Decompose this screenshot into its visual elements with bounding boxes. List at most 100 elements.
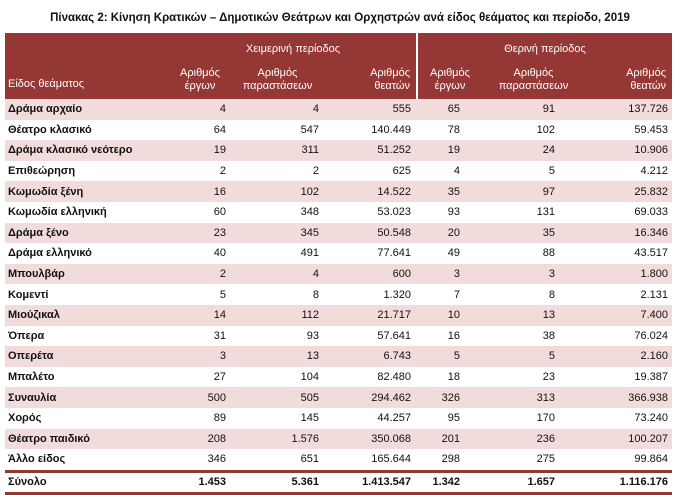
cell-value: 19 — [417, 140, 482, 161]
cell-value: 51.252 — [325, 140, 417, 161]
table-row: Δράμα κλασικό νεότερο 19 311 51.252 19 24 10.9… — [5, 140, 672, 161]
cell-value: 1.657 — [482, 469, 585, 495]
cell-value: 491 — [300, 247, 319, 260]
cell-value: 505 — [230, 387, 325, 408]
cell-value: 82.480 — [377, 371, 411, 384]
column-header-line: έργων — [184, 80, 216, 92]
column-header-line: θεατών — [374, 80, 410, 92]
cell-value: 5.361 — [230, 469, 325, 495]
header-group-winter: Χειμερινή περίοδος — [170, 33, 417, 62]
cell-value: 18 — [447, 371, 460, 384]
cell-value: 350.068 — [325, 428, 417, 450]
cell-value: 8 — [312, 288, 319, 301]
column-header: Αριθμός θεατών — [585, 62, 672, 99]
cell-value: 77.641 — [377, 247, 411, 260]
column-header-line: Αριθμός — [626, 67, 666, 79]
cell-value: 16 — [170, 181, 230, 202]
table-row: Μπουλβάρ 2 4 600 3 3 1.800 — [5, 263, 672, 285]
cell-value: 102 — [230, 181, 325, 202]
cell-value: 43.517 — [634, 247, 668, 260]
cell-value: 91 — [482, 99, 585, 120]
row-label: Σύνολο — [5, 469, 170, 495]
cell-value: 4 — [453, 165, 460, 178]
row-label: Δράμα κλασικό νεότερο — [5, 140, 170, 161]
row-label: Συναυλία — [5, 387, 170, 408]
cell-value: 49 — [447, 247, 460, 260]
column-header: Αριθμός παραστάσεων — [230, 62, 325, 99]
cell-value: 16 — [447, 329, 460, 342]
row-label: Δράμα αρχαίο — [5, 99, 170, 120]
cell-value: 20 — [417, 222, 482, 244]
cell-value: 2 — [170, 263, 230, 285]
cell-value: 600 — [325, 263, 417, 285]
table-row: Σύνολο 1.453 5.361 1.413.547 1.342 1.657 1.116… — [5, 469, 672, 495]
cell-value: 625 — [392, 165, 411, 178]
table-row: Όπερα 31 93 57.641 16 38 76.024 — [5, 326, 672, 347]
cell-value: 275 — [536, 453, 555, 466]
cell-value: 23 — [542, 371, 555, 384]
cell-value: 1.800 — [585, 263, 672, 285]
table-row: Μπαλέτο 27 104 82.480 18 23 19.387 — [5, 367, 672, 388]
cell-value: 7.400 — [585, 304, 672, 326]
cell-value: 4.212 — [640, 165, 668, 178]
cell-value: 5 — [219, 288, 226, 301]
cell-value: 165.644 — [371, 453, 411, 466]
cell-value: 57.641 — [377, 329, 411, 342]
cell-value: 5 — [417, 346, 482, 367]
cell-value: 313 — [482, 387, 585, 408]
row-label: Οπερέτα — [5, 346, 170, 367]
cell-value: 65 — [417, 99, 482, 120]
column-header-line: Αριθμός — [513, 67, 554, 79]
cell-value: 298 — [441, 453, 460, 466]
table-title: Πίνακας 2: Κίνηση Κρατικών – Δημοτικών Θ… — [50, 12, 630, 24]
row-label: Θέατρο κλασικό — [8, 123, 92, 136]
column-header: Αριθμός παραστάσεων — [482, 62, 585, 99]
cell-value: 10 — [417, 304, 482, 326]
cell-value: 1.342 — [417, 469, 482, 495]
column-header-line: Αριθμός — [180, 67, 220, 79]
cell-value: 112 — [230, 304, 325, 326]
cell-value: 16.346 — [585, 222, 672, 244]
cell-value: 346 — [207, 453, 226, 466]
cell-value: 236 — [482, 428, 585, 450]
table-row: Συναυλία 500 505 294.462 326 313 366.938 — [5, 387, 672, 408]
cell-value: 500 — [170, 387, 230, 408]
cell-value: 2.131 — [640, 288, 668, 301]
cell-value: 4 — [230, 99, 325, 120]
cell-value: 131 — [536, 206, 555, 219]
table-row: Κομεντί 5 8 1.320 7 8 2.131 — [5, 284, 672, 305]
column-header-line: Αριθμός — [430, 67, 470, 79]
row-label: Χορός — [8, 412, 42, 425]
cell-value: 3 — [482, 263, 585, 285]
cell-value: 59.453 — [634, 123, 668, 136]
cell-value: 3 — [170, 346, 230, 367]
cell-value: 140.449 — [371, 123, 411, 136]
cell-value: 1.576 — [230, 428, 325, 450]
cell-value: 547 — [300, 123, 319, 136]
cell-value: 10.906 — [585, 140, 672, 161]
row-label: Μπαλέτο — [8, 371, 55, 384]
cell-value: 73.240 — [634, 412, 668, 425]
cell-value: 1.320 — [383, 288, 411, 301]
cell-value: 76.024 — [634, 329, 668, 342]
cell-value: 19 — [170, 140, 230, 161]
table-row: Χορός 89 145 44.257 95 170 73.240 — [5, 408, 672, 429]
cell-value: 5 — [548, 165, 555, 178]
cell-value: 88 — [542, 247, 555, 260]
cell-value: 137.726 — [585, 99, 672, 120]
header-group-summer: Θερινή περίοδος — [416, 33, 672, 62]
cell-value: 100.207 — [585, 428, 672, 450]
cell-value: 14.522 — [325, 181, 417, 202]
table-row: Άλλο είδος 346 651 165.644 298 275 99.864 — [5, 449, 672, 471]
cell-value: 2.160 — [585, 346, 672, 367]
cell-value: 38 — [542, 329, 555, 342]
cell-value: 201 — [417, 428, 482, 450]
cell-value: 366.938 — [585, 387, 672, 408]
table-row: Επιθεώρηση 2 2 625 4 5 4.212 — [5, 161, 672, 182]
cell-value: 64 — [213, 123, 226, 136]
table-row: Δράμα ελληνικό 40 491 77.641 49 88 43.517 — [5, 243, 672, 264]
theatre-statistics-table: Είδος θεάματος Χειμερινή περίοδος Θερινή… — [5, 33, 672, 495]
cell-value: 35 — [482, 222, 585, 244]
cell-value: 21.717 — [325, 304, 417, 326]
table-row: Μιούζικαλ 14 112 21.717 10 13 7.400 — [5, 304, 672, 326]
